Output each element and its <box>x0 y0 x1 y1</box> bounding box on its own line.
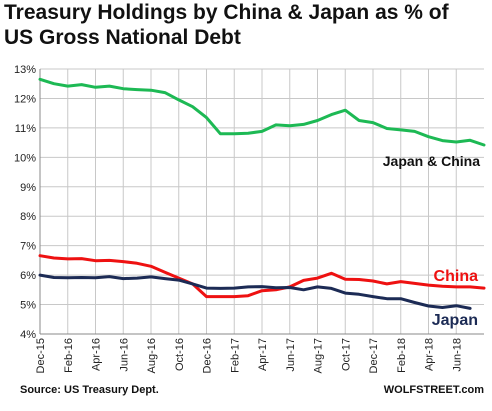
series-label-japan-china: Japan & China <box>383 153 480 169</box>
series-line-japan-china <box>38 77 486 147</box>
x-tick-label: Jun-17 <box>285 338 297 372</box>
brand-label: WOLFSTREET.com <box>383 384 484 396</box>
y-tick-label: 12% <box>14 93 36 105</box>
x-tick-label: Dec-17 <box>368 338 380 373</box>
series-line-japan <box>38 273 472 310</box>
x-tick-label: Apr-17 <box>257 338 269 371</box>
x-tick-label: Apr-18 <box>424 338 436 371</box>
x-tick-label: Dec-15 <box>35 338 47 373</box>
y-tick-label: 4% <box>20 329 36 341</box>
x-tick-label: Jun-16 <box>118 338 130 372</box>
y-tick-label: 10% <box>14 152 36 164</box>
y-tick-label: 13% <box>14 64 36 76</box>
chart-title: Treasury Holdings by China & Japan as % … <box>4 1 449 49</box>
x-tick-label: Jun-18 <box>451 338 463 372</box>
x-tick-label: Aug-17 <box>313 338 325 373</box>
y-tick-label: 6% <box>20 270 36 282</box>
x-tick-label: Feb-16 <box>63 338 75 373</box>
x-tick-label: Oct-16 <box>174 338 186 371</box>
series-label-china: China <box>434 268 479 285</box>
x-tick-label: Apr-16 <box>91 338 103 371</box>
y-tick-label: 11% <box>15 123 36 135</box>
y-tick-label: 9% <box>20 182 36 194</box>
x-tick-label: Oct-17 <box>340 338 352 371</box>
y-tick-label: 7% <box>20 241 36 253</box>
x-tick-label: Feb-18 <box>396 338 408 373</box>
x-tick-label: Feb-17 <box>229 338 241 373</box>
y-tick-label: 8% <box>20 211 36 223</box>
source-note: Source: US Treasury Dept. <box>20 384 159 396</box>
y-tick-label: 5% <box>20 300 36 312</box>
x-tick-label: Aug-16 <box>146 338 158 373</box>
x-tick-label: Dec-16 <box>202 338 214 373</box>
series-label-japan: Japan <box>432 312 478 329</box>
series-line-china <box>38 254 486 299</box>
